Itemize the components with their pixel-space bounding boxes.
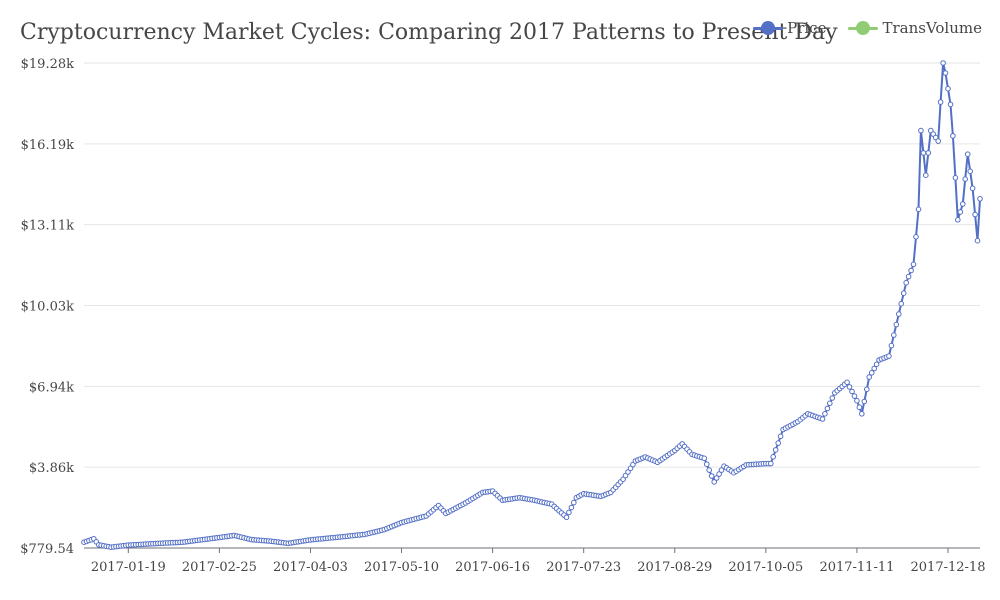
price-point [716,471,722,477]
price-point [704,461,710,468]
price-point [896,311,902,317]
price-point [713,475,720,481]
price-point [706,467,713,473]
price-point [772,447,779,453]
price-point [935,138,942,144]
price-point [952,175,959,181]
price-point [960,201,966,207]
price-point [625,469,631,475]
y-tick-label: $19.28k [21,57,74,72]
price-point [824,405,831,412]
price-point [940,60,946,66]
price-point [967,168,974,175]
price-point [923,172,929,178]
x-tick-label: 2017-10-05 [728,560,803,575]
price-point [571,499,577,506]
price-point [861,398,868,405]
price-point [768,460,774,467]
legend-swatch-price [753,21,784,35]
price-point [846,384,853,390]
x-tick-label: 2017-08-29 [637,560,712,575]
y-tick-label: $16.19k [21,138,74,153]
price-point [568,504,575,511]
price-point [955,217,961,223]
x-tick-label: 2017-12-18 [911,560,986,575]
price-point [819,416,826,422]
price-point [864,386,870,393]
price-point [974,237,981,244]
price-point [859,411,865,417]
price-point [898,300,905,307]
price-point [893,321,900,328]
price-point [777,433,784,440]
price-point [903,279,910,286]
price-point [827,400,833,407]
price-point [708,473,715,479]
price-point [962,176,969,182]
x-tick-label: 2017-06-16 [455,560,530,575]
price-point [969,185,976,192]
price-point [910,261,917,268]
price-point [920,150,927,156]
price-point [886,353,892,359]
price-point [900,290,907,297]
legend-label-transvolume: TransVolume [882,19,982,37]
price-point [942,70,949,76]
x-tick-label: 2017-02-25 [182,560,257,575]
price-point [701,455,708,462]
price-point [822,411,828,417]
price-point [829,395,836,401]
y-tick-label: $10.03k [21,300,74,315]
price-point [854,397,860,404]
price-point [563,514,570,521]
x-tick-label: 2017-05-10 [364,560,439,575]
price-point [918,127,924,134]
price-point [566,509,572,516]
price-point [711,479,718,485]
price-point [908,267,914,274]
price-point [888,342,895,349]
price-point [925,150,932,156]
legend-label-price: Price [787,19,827,37]
price-point [905,273,912,280]
y-tick-label: $13.11k [21,219,74,234]
legend: Price TransVolume [753,19,982,37]
x-tick-label: 2017-07-23 [546,560,621,575]
legend-item-price[interactable]: Price [753,19,826,37]
price-point [977,196,983,202]
price-point [770,454,777,460]
price-point [947,101,954,108]
price-point [844,379,850,386]
y-tick-label: $6.94k [29,380,74,395]
x-tick-label: 2017-04-03 [273,560,348,575]
price-point [945,85,951,92]
x-tick-label: 2017-01-19 [91,560,166,575]
price-point [957,209,964,215]
price-point [873,361,880,368]
price-point [775,440,782,446]
y-tick-label: $779.54 [20,542,74,557]
price-point [937,99,944,105]
price-point [915,206,922,213]
price-point [849,388,855,395]
legend-item-transvolume[interactable]: TransVolume [848,19,982,37]
price-point [950,133,956,139]
price-point [871,365,878,372]
price-point [866,374,873,380]
price-point [972,211,978,218]
legend-swatch-transvolume [848,21,879,35]
price-point [718,467,725,473]
y-tick-label: $3.86k [29,461,74,476]
price-point [913,234,919,240]
price-point [891,332,897,338]
price-point [868,370,875,376]
price-point [856,404,863,411]
x-tick-label: 2017-11-11 [819,560,894,575]
price-point [964,151,971,157]
price-point [851,393,858,399]
chart-title: Cryptocurrency Market Cycles: Comparing … [20,20,838,45]
